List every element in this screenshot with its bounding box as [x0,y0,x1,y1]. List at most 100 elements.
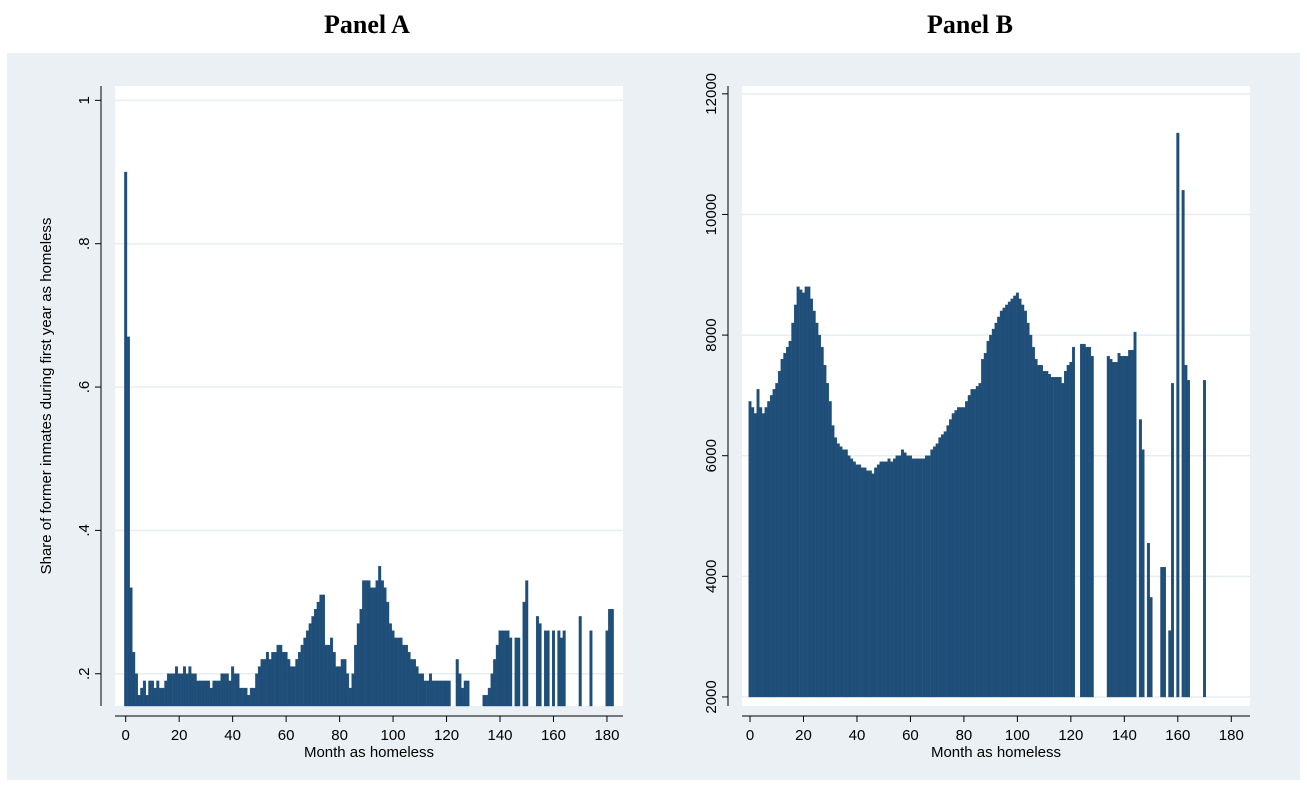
panel-a-bar [185,673,189,707]
panel-a-bar [525,580,529,707]
panel-b-bar [777,371,781,698]
panel-a-bar [589,630,593,707]
panel-b-bar [810,298,813,698]
panel-b-bar [823,365,827,698]
panel-a-bar [150,680,154,707]
panel-a-bar [271,652,275,707]
panel-b-bar [812,310,816,698]
panel-a-bar [241,687,245,707]
panel-b-bar [1114,362,1118,698]
panel-b-bar [879,461,883,698]
panel-a-bar [284,652,288,707]
panel-a-x-tick-label: 80 [331,727,348,744]
panel-a-bar [225,673,229,707]
panel-a-bar [220,673,224,707]
panel-a-bar [257,666,261,707]
panel-b-bar [954,410,958,698]
panel-b-bar [975,386,979,698]
panel-a-x-tick-label: 120 [434,727,459,744]
panel-a-bar [145,695,149,707]
panel-b-bar [895,455,899,698]
panel-b-bar [788,340,792,698]
panel-b-bar [908,455,912,698]
panel-b-bar [791,322,795,698]
panel-a-bar [562,630,566,707]
panel-a-bar [608,609,612,707]
panel-b-bar [1069,362,1073,698]
panel-b-bar [1130,349,1134,698]
panel-a-bar [276,644,280,707]
panel-b-bar [772,389,776,698]
panel-a-bar [356,623,360,707]
panel-b-bar [1128,349,1132,698]
panel-b-bar [1053,377,1057,698]
panel-a-bar [610,609,614,707]
panel-b-bar [1066,365,1070,698]
panel-b-bar [957,407,961,698]
panel-a-bar [158,687,162,707]
panel-a-bar [426,680,430,707]
panel-b-bar [914,458,918,698]
panel-b-bar [949,419,953,698]
panel-a-bar [388,623,392,707]
panel-b-bar [1080,343,1084,698]
panel-b-bar [927,455,931,698]
panel-b-bar [930,449,934,698]
panel-a-bar [199,680,203,707]
panel-a-bar [129,587,133,707]
panel-a-bar [300,644,304,707]
panel-b-bar [1029,334,1033,698]
panel-a-bar [183,666,186,707]
panel-a-bar [308,623,312,707]
panel-b-bar [1149,597,1153,698]
panel-a-bar [420,673,424,707]
panel-a-bar [412,659,416,707]
panel-a-bar [207,680,211,707]
panel-b-bar [874,467,878,698]
panel-a-bar [169,673,173,707]
panel-a-bar [273,652,277,707]
panel-b-x-tick-label: 120 [1058,727,1083,744]
panel-a-bar [217,680,221,707]
panel-a-bar [383,587,387,707]
panel-b-y-tick-label: 6000 [703,439,720,472]
panel-b-bar [860,467,864,698]
panel-a-x-tick-label: 160 [541,727,566,744]
panel-a-bar [231,666,235,707]
panel-a-bar [311,616,315,707]
panel-b-bar [759,407,763,698]
panel-b-y-tick-label: 2000 [703,680,720,713]
panel-b-bar [884,461,888,698]
panel-b-bar [780,359,784,698]
panel-b-bar [997,316,1001,698]
panel-b-bar [1109,359,1113,698]
panel-b-bar [1082,343,1086,698]
panel-a-bar [228,680,232,707]
panel-b-bar [1031,346,1035,698]
panel-a-x-tick-label: 100 [381,727,406,744]
panel-a-bar [415,666,419,707]
panel-a-bar [303,637,307,707]
panel-b-bar [764,407,768,698]
panel-b-bar [898,455,902,698]
panel-a-bar [215,680,219,707]
panel-a-bar [461,687,465,707]
panel-a-bar [292,666,296,707]
panel-a-x-tick-label: 140 [487,727,512,744]
panel-a-bar [188,666,192,707]
panel-a-y-tick-label: 1 [76,96,93,104]
panel-a-bar [495,644,499,707]
panel-a-bar [501,630,505,707]
panel-a-bar [314,609,318,707]
panel-b-bar [970,389,974,698]
panel-b-bar [1170,383,1174,698]
panel-a-bar [306,630,309,707]
panel-a-bar [466,680,470,707]
panel-b-bar [852,461,856,698]
panel-b-bar [967,395,971,698]
panel-b-bar [1120,355,1124,698]
panel-a-bar [418,673,422,707]
panel-b-bar [1007,301,1011,698]
panel-b-bar [1133,331,1137,698]
